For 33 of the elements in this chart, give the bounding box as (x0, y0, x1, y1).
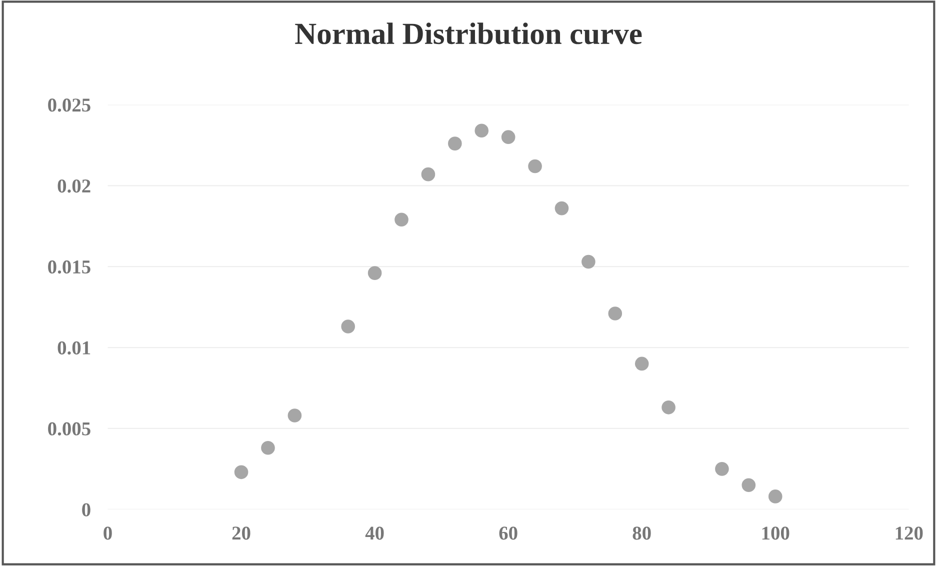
point (234, 465, 248, 480)
point (448, 136, 462, 150)
point (501, 130, 516, 144)
x-tick-label: 120 (896, 526, 923, 540)
chart-title: Normal Distribution curve (295, 22, 642, 44)
point (768, 490, 782, 504)
point (474, 124, 489, 138)
x-tick-label: 60 (499, 526, 518, 540)
y-tick-label: 0 (82, 503, 90, 516)
y-tick-label: 0.01 (58, 341, 90, 355)
point (582, 254, 596, 269)
x-tick-label: 0 (104, 526, 112, 540)
point (715, 462, 729, 476)
y-tick-label: 0.025 (48, 98, 90, 112)
x-tick-label: 20 (232, 526, 250, 540)
point (394, 212, 408, 227)
point (341, 320, 355, 334)
y-tick-label: 0.02 (58, 179, 90, 193)
point (368, 266, 382, 280)
x-tick-label: 80 (632, 526, 651, 540)
point (662, 400, 676, 414)
point (742, 478, 756, 492)
point (288, 408, 302, 422)
y-tick-label: 0.005 (48, 422, 90, 436)
point (554, 201, 569, 216)
x-tick-label: 100 (762, 526, 790, 540)
point (634, 356, 649, 371)
point (528, 159, 542, 174)
point (261, 440, 275, 455)
point (608, 306, 622, 320)
y-tick-label: 0.015 (48, 260, 90, 274)
point (421, 167, 436, 182)
x-tick-label: 40 (365, 526, 384, 540)
